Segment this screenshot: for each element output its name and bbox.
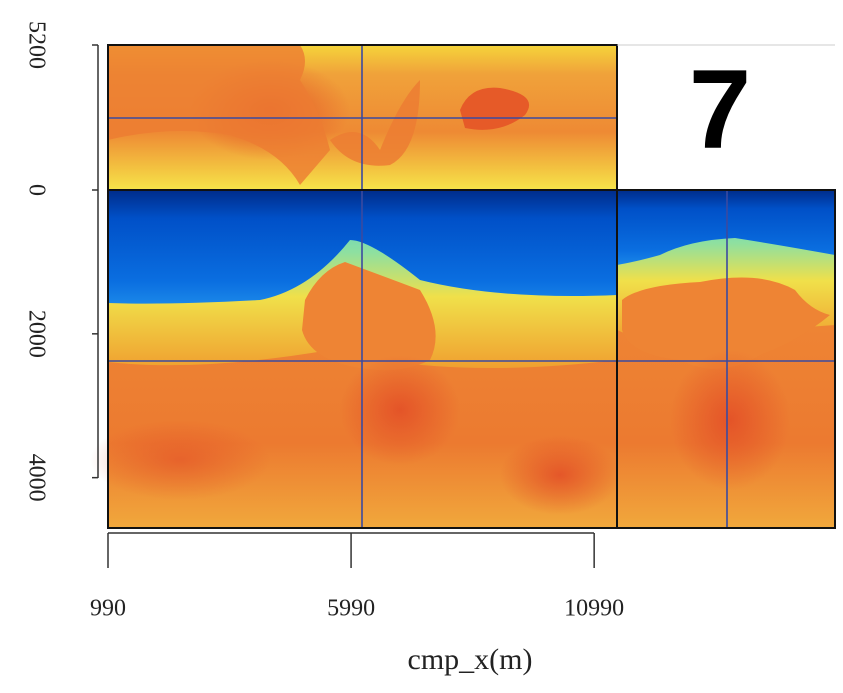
x-tick-label: 990 (90, 596, 126, 622)
x-tick-label: 5990 (327, 596, 375, 622)
y-tick-label: 2000 (23, 310, 49, 358)
x-tick-label: 10990 (564, 596, 624, 622)
y-tick-label: 0 (23, 184, 49, 196)
panel-number: 7 (689, 47, 751, 172)
x-axis-label: cmp_x(m) (408, 643, 533, 676)
y-tick-label: 4000 (23, 454, 49, 502)
image-panels (90, 44, 836, 529)
y-tick-label: 5200 (23, 21, 49, 69)
